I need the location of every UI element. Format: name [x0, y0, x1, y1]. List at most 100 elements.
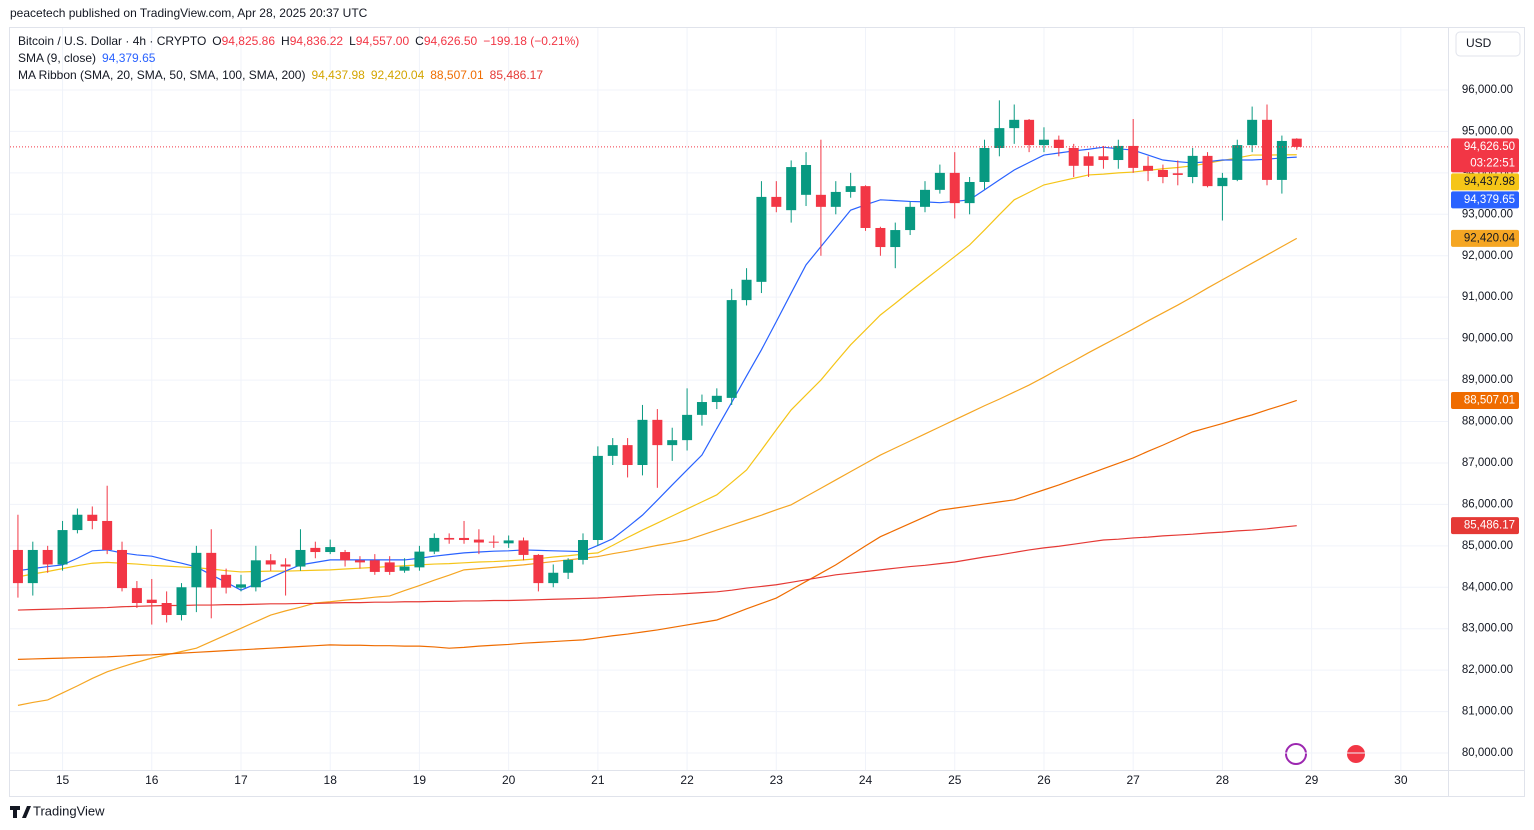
- candle-body: [518, 540, 529, 555]
- legend-value: 94,626.50: [424, 34, 478, 48]
- candle-body: [310, 547, 321, 553]
- currency-button[interactable]: [1455, 31, 1521, 57]
- candle-body: [414, 551, 425, 568]
- x-tick-label: 20: [502, 773, 516, 787]
- price-tag: [1451, 173, 1519, 191]
- y-tick-label: 83,000.00: [1462, 623, 1513, 635]
- candle-body: [756, 196, 767, 282]
- candle-body: [934, 172, 945, 190]
- y-tick-label: 80,000.00: [1462, 747, 1513, 759]
- candle-body: [682, 414, 693, 441]
- candle-body: [235, 584, 246, 588]
- y-tick-label: 89,000.00: [1462, 374, 1513, 386]
- y-tick-label: 92,000.00: [1462, 250, 1513, 262]
- candle-body: [176, 587, 187, 616]
- legend-value: 85,486.17: [490, 68, 544, 82]
- price-tag: [1451, 191, 1519, 209]
- legend-study: SMA (9, close): [18, 51, 96, 65]
- legend-value: 94,379.65: [102, 51, 156, 65]
- candle-body: [1128, 145, 1139, 168]
- candle-body: [1038, 139, 1049, 146]
- candle-body: [1009, 119, 1020, 129]
- legend-value: 92,420.04: [371, 68, 425, 82]
- moving-average-line: [17, 399, 1297, 660]
- candle-body: [1202, 155, 1213, 187]
- candle-body: [191, 552, 202, 588]
- legend-symbol: Bitcoin / U.S. Dollar · 4h · CRYPTO: [18, 34, 206, 48]
- flag-icon[interactable]: [1345, 743, 1367, 765]
- x-tick-label: 26: [1037, 773, 1051, 787]
- ideas-icon[interactable]: [1285, 743, 1307, 765]
- publisher-line: peacetech published on TradingView.com, …: [10, 6, 368, 20]
- x-tick-label: 23: [770, 773, 784, 787]
- candles: [12, 100, 1302, 625]
- candle-body: [221, 574, 232, 588]
- candle-body: [1053, 139, 1064, 149]
- candle-body: [548, 572, 559, 584]
- candle-body: [1068, 148, 1079, 166]
- price-tag: [1451, 517, 1519, 535]
- legend-key: O: [212, 34, 221, 48]
- price-tag-label: 94,437.98: [1464, 176, 1515, 188]
- candle-body: [741, 279, 752, 301]
- candle-body: [563, 559, 574, 573]
- price-tag-countdown: 03:22:51: [1470, 157, 1515, 169]
- candle-body: [384, 562, 395, 572]
- price-tag: [1451, 391, 1519, 409]
- footer-logo: [10, 806, 31, 818]
- y-tick-label: 87,000.00: [1462, 457, 1513, 469]
- candle-body: [845, 186, 856, 192]
- legend-value: 94,557.00: [356, 34, 410, 48]
- candle-body: [1024, 119, 1035, 146]
- candle-body: [637, 419, 648, 466]
- x-tick-label: 17: [234, 773, 248, 787]
- x-tick-label: 22: [680, 773, 694, 787]
- candle-body: [161, 603, 172, 616]
- candle-body: [830, 191, 841, 207]
- candle-body: [1232, 145, 1243, 180]
- legend-key: L: [349, 34, 356, 48]
- y-tick-label: 85,000.00: [1462, 540, 1513, 552]
- candle-body: [964, 181, 975, 204]
- candle-body: [1291, 138, 1302, 147]
- candle-body: [533, 554, 544, 584]
- candle-body: [354, 560, 365, 563]
- candle-body: [577, 540, 588, 560]
- candle-body: [860, 186, 871, 228]
- y-tick-label: 88,000.00: [1462, 416, 1513, 428]
- candle-body: [27, 549, 38, 584]
- candle-body: [295, 549, 306, 567]
- y-tick-label: 82,000.00: [1462, 664, 1513, 676]
- candle-body: [801, 164, 812, 195]
- price-tag-label: 94,626.50: [1464, 141, 1515, 153]
- candle-body: [875, 227, 886, 248]
- candle-body: [473, 539, 484, 543]
- legend-value: 88,507.01: [430, 68, 484, 82]
- price-tag-label: 85,486.17: [1464, 520, 1515, 532]
- chart-frame: [9, 27, 1525, 797]
- x-tick-label: 28: [1216, 773, 1230, 787]
- logo-mark: [10, 806, 31, 818]
- legend-value: 94,825.86: [222, 34, 276, 48]
- currency-label[interactable]: USD: [1466, 36, 1492, 50]
- y-tick-label: 96,000.00: [1462, 84, 1513, 96]
- candle-body: [265, 560, 276, 565]
- y-tick-label: 95,000.00: [1462, 125, 1513, 137]
- candle-body: [102, 520, 113, 550]
- candle-body: [1276, 140, 1287, 180]
- candle-body: [42, 549, 53, 565]
- candle-body: [652, 419, 663, 446]
- price-tag: [1451, 229, 1519, 247]
- grid: [10, 28, 1448, 770]
- footer-brand: TradingView: [33, 803, 105, 818]
- candle-body: [488, 541, 499, 543]
- candle-body: [280, 564, 291, 567]
- candle-body: [503, 540, 514, 544]
- legend-line: Bitcoin / U.S. Dollar · 4h · CRYPTO O94,8…: [18, 34, 579, 48]
- legend-line: MA Ribbon (SMA, 20, SMA, 50, SMA, 100, S…: [18, 68, 543, 82]
- moving-average-line: [17, 525, 1297, 611]
- legend-line: SMA (9, close) 94,379.65: [18, 51, 156, 65]
- x-tick-label: 27: [1127, 773, 1141, 787]
